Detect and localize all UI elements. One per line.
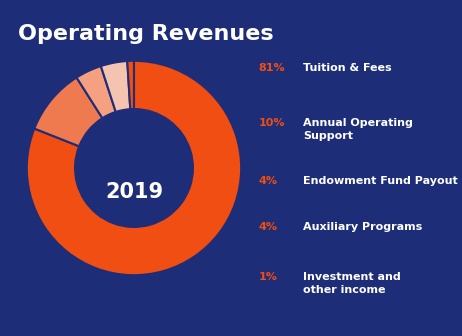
Text: Auxiliary Programs: Auxiliary Programs (304, 222, 423, 232)
Wedge shape (77, 66, 116, 118)
Text: 2019: 2019 (105, 181, 163, 202)
Text: 4%: 4% (259, 176, 278, 186)
Text: 1%: 1% (259, 272, 278, 282)
Text: 10%: 10% (259, 119, 285, 128)
Text: Investment and
other income: Investment and other income (304, 272, 401, 295)
Wedge shape (101, 61, 130, 112)
Wedge shape (127, 61, 134, 109)
Text: Operating Revenues: Operating Revenues (18, 24, 274, 44)
Text: 81%: 81% (259, 63, 286, 73)
Wedge shape (34, 78, 103, 146)
Text: 4%: 4% (259, 222, 278, 232)
Text: Annual Operating
Support: Annual Operating Support (304, 119, 413, 141)
Text: Endowment Fund Payout: Endowment Fund Payout (304, 176, 458, 186)
Text: Tuition & Fees: Tuition & Fees (304, 63, 392, 73)
Wedge shape (27, 61, 241, 275)
